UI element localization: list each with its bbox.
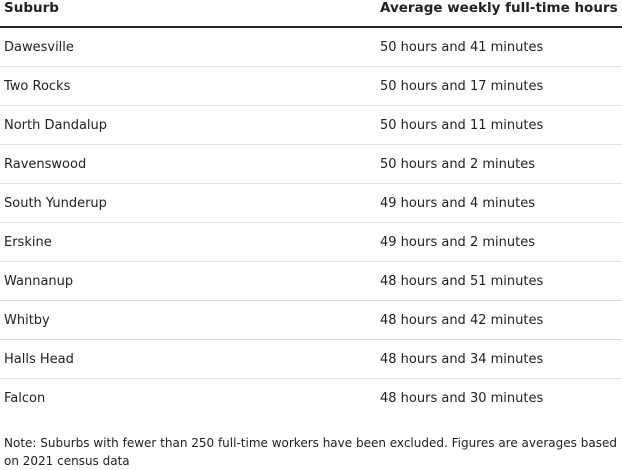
- table-cell: Wannanup: [0, 261, 376, 301]
- table-cell: 48 hours and 42 minutes: [376, 300, 622, 340]
- table: Suburb Average weekly full-time hours Daw…: [0, 0, 622, 417]
- table-body: Dawesville 50 hours and 41 minutes Two Roc…: [0, 27, 622, 417]
- table-cell: Dawesville: [0, 27, 376, 67]
- column-header: Suburb: [0, 0, 376, 28]
- table-row: Falcon 48 hours and 30 minutes: [0, 379, 622, 418]
- table-row: South Yunderup 49 hours and 4 minutes: [0, 183, 622, 223]
- table-row: North Dandalup 50 hours and 11 minutes: [0, 105, 622, 145]
- table-cell: 50 hours and 17 minutes: [376, 66, 622, 106]
- table-cell: 49 hours and 2 minutes: [376, 222, 622, 262]
- table-cell: Ravenswood: [0, 144, 376, 184]
- table-cell: 50 hours and 11 minutes: [376, 105, 622, 145]
- table-row: Halls Head 48 hours and 34 minutes: [0, 339, 622, 379]
- table-row: Whitby 48 hours and 42 minutes: [0, 300, 622, 340]
- table-cell: South Yunderup: [0, 183, 376, 223]
- table-cell: 48 hours and 30 minutes: [380, 390, 544, 406]
- table-row: Dawesville 50 hours and 41 minutes: [0, 27, 622, 67]
- table-cell: 50 hours and 41 minutes: [376, 27, 622, 67]
- note: Note: Suburbs with fewer than 250 full-t…: [4, 436, 617, 468]
- table-cell: Falcon: [4, 390, 46, 406]
- table-cell: 49 hours and 4 minutes: [376, 183, 622, 223]
- table-cell: Erskine: [0, 222, 376, 262]
- table-cell: Two Rocks: [0, 66, 376, 106]
- column-header: Average weekly full-time hours: [376, 0, 622, 28]
- table-cell: 48 hours and 51 minutes: [376, 261, 622, 301]
- table-row: Ravenswood 50 hours and 2 minutes: [0, 144, 622, 184]
- table-cell: North Dandalup: [0, 105, 376, 145]
- table-cell: Halls Head: [0, 339, 376, 379]
- table-cell: 48 hours and 34 minutes: [376, 339, 622, 379]
- table-row: Two Rocks 50 hours and 17 minutes: [0, 66, 622, 106]
- header-row: Suburb Average weekly full-time hours: [0, 0, 622, 28]
- table-cell: 50 hours and 2 minutes: [376, 144, 622, 184]
- table-cell: Whitby: [0, 300, 376, 340]
- table-row: Erskine 49 hours and 2 minutes: [0, 222, 622, 262]
- table-row: Wannanup 48 hours and 51 minutes: [0, 261, 622, 301]
